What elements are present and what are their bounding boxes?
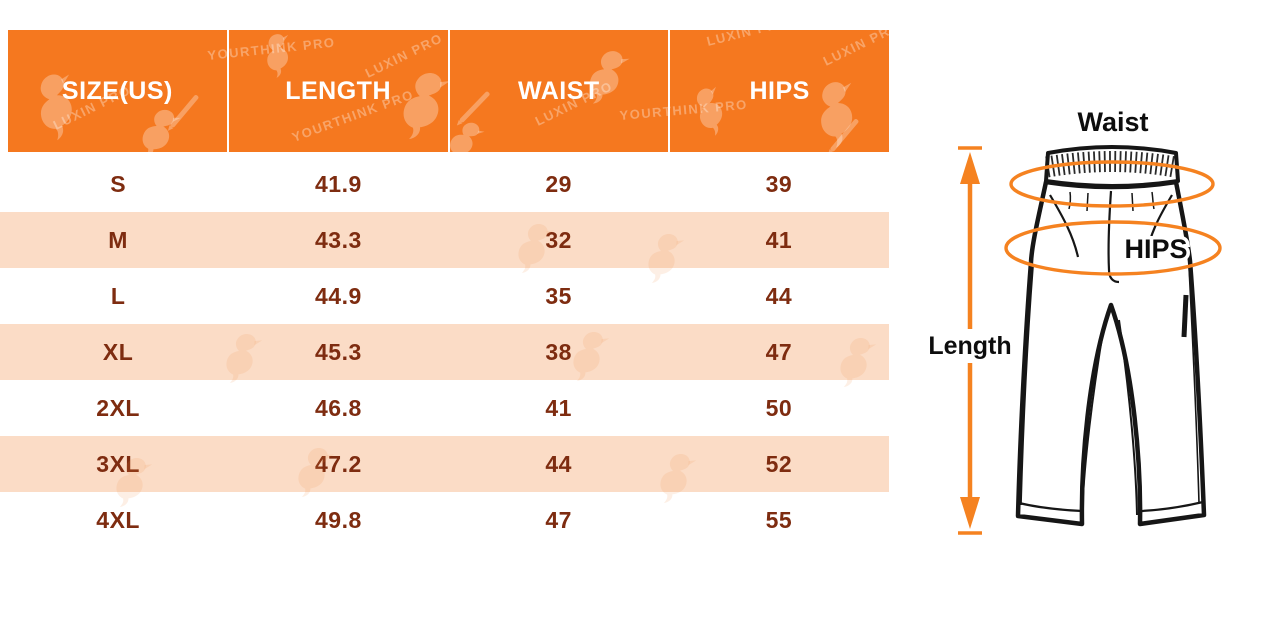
size-chart-table: LUXIN PRO YOURTHINK PRO LUXIN PRO LUXIN PRO… bbox=[0, 30, 889, 548]
arrowhead-up-icon bbox=[960, 152, 980, 184]
length-cell: 45.3 bbox=[314, 338, 362, 365]
table-row: 2XL 46.8 41 50 bbox=[0, 380, 889, 436]
right-cuff-line bbox=[1140, 500, 1204, 513]
pants-line-art: Waist HIPS Length bbox=[928, 107, 1222, 535]
waist-measure-ellipse bbox=[1009, 160, 1215, 208]
size-cell: S bbox=[110, 170, 127, 197]
length-arrow bbox=[958, 146, 982, 535]
right-pocket-slit bbox=[1181, 294, 1189, 338]
pants-measurement-diagram: Waist HIPS Length bbox=[920, 95, 1280, 565]
table-row: S 41.9 29 39 bbox=[0, 156, 889, 212]
header-cell-size: SIZE(US) bbox=[8, 30, 229, 152]
pants-outline bbox=[1015, 179, 1207, 527]
table-row: L 44.9 35 44 bbox=[0, 268, 889, 324]
waist-cell: 29 bbox=[545, 170, 572, 197]
gather-line bbox=[1068, 191, 1072, 210]
size-cell: 4XL bbox=[96, 506, 140, 533]
size-cell: XL bbox=[102, 338, 134, 365]
length-cell: 41.9 bbox=[314, 170, 362, 197]
table-row: 3XL 47.2 44 52 bbox=[0, 436, 889, 492]
gather-line bbox=[1131, 192, 1134, 212]
size-cell: 3XL bbox=[96, 450, 140, 477]
waist-cell: 41 bbox=[545, 394, 572, 421]
left-inseam-crease bbox=[1081, 319, 1106, 516]
right-side-seam bbox=[1188, 266, 1200, 504]
size-cell: 2XL bbox=[96, 394, 140, 421]
table-row: M 43.3 32 41 bbox=[0, 212, 889, 268]
table-header-row: LUXIN PRO YOURTHINK PRO LUXIN PRO LUXIN PRO… bbox=[8, 30, 889, 152]
waist-cell: 35 bbox=[545, 282, 572, 309]
left-side-seam bbox=[1020, 266, 1034, 506]
arrowhead-down-icon bbox=[960, 497, 980, 529]
table-row: 4XL 49.8 47 55 bbox=[0, 492, 889, 548]
size-cell: M bbox=[108, 226, 128, 253]
hips-cell: 50 bbox=[765, 394, 793, 421]
waist-cell: 44 bbox=[545, 450, 572, 477]
gather-line bbox=[1086, 192, 1089, 212]
waist-label: Waist bbox=[1077, 107, 1148, 137]
hips-label: HIPS bbox=[1124, 234, 1187, 264]
header-cell-hips: HIPS bbox=[749, 76, 810, 105]
waist-cell: 38 bbox=[545, 338, 572, 365]
gather-line bbox=[1151, 191, 1155, 210]
right-inseam-crease bbox=[1118, 319, 1138, 516]
waist-cell: 47 bbox=[545, 506, 572, 533]
hips-cell: 52 bbox=[765, 450, 793, 477]
header-cell-waist: WAIST bbox=[450, 30, 671, 152]
hips-cell: 41 bbox=[765, 226, 793, 253]
fly-seam bbox=[1107, 190, 1120, 284]
hips-measure-ellipse bbox=[1004, 220, 1222, 276]
hips-cell: 55 bbox=[765, 506, 793, 533]
header-cell-length: LENGTH bbox=[229, 30, 450, 152]
waist-cell: 32 bbox=[545, 226, 572, 253]
length-cell: 44.9 bbox=[314, 282, 362, 309]
hips-cell: 39 bbox=[765, 170, 793, 197]
length-cell: 49.8 bbox=[314, 506, 362, 533]
hips-cell: 47 bbox=[765, 338, 793, 365]
length-label: Length bbox=[928, 332, 1011, 360]
hips-cell: 44 bbox=[765, 282, 793, 309]
waistband-outline bbox=[1044, 145, 1180, 188]
length-cell: 46.8 bbox=[314, 394, 362, 421]
table-body: S 41.9 29 39 M 43.3 32 41 L 44.9 35 44 XL 45.3 38 47 2XL… bbox=[0, 156, 889, 548]
table-row: XL 45.3 38 47 bbox=[0, 324, 889, 380]
length-cell: 43.3 bbox=[314, 226, 362, 253]
size-cell: L bbox=[110, 282, 126, 309]
pants-details bbox=[1018, 190, 1204, 516]
length-cell: 47.2 bbox=[314, 450, 362, 477]
left-cuff-line bbox=[1018, 501, 1083, 513]
